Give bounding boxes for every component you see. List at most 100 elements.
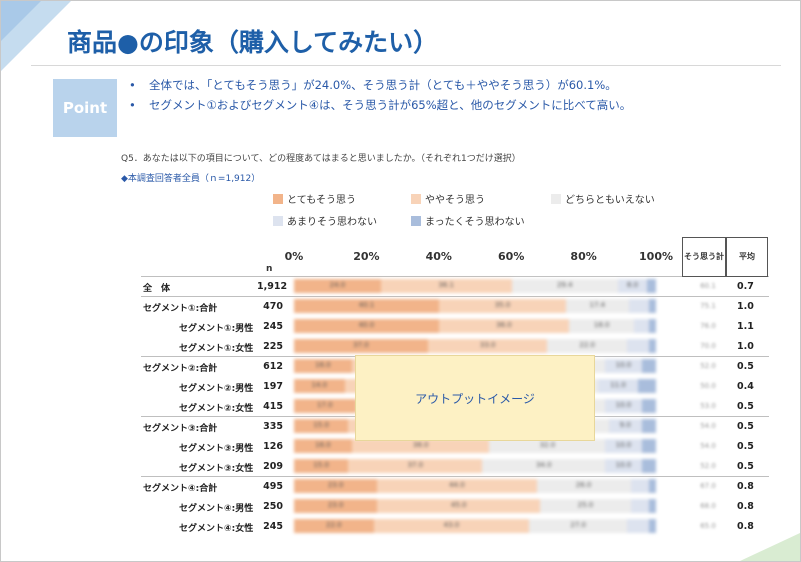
sum-value: 70.0 — [700, 342, 716, 350]
row-label: セグメント③:女性 — [179, 464, 254, 474]
data-label: 34.0 — [535, 461, 552, 469]
avg-value: 0.5 — [737, 361, 754, 372]
legend-swatch — [411, 193, 421, 204]
row-label: セグメント④:合計 — [143, 484, 218, 494]
avg-value: 1.0 — [737, 301, 754, 312]
legend-item: あまりそう思わない — [273, 213, 377, 228]
sum-value: 65.0 — [700, 522, 716, 530]
bar-segment — [294, 439, 352, 453]
row-label: セグメント④:男性 — [179, 504, 254, 514]
group-separator — [141, 276, 769, 277]
corner-decoration-bottom-right — [740, 533, 800, 561]
bar-segment — [605, 359, 642, 373]
x-tick-label: 60% — [498, 250, 525, 263]
data-label: 40.0 — [358, 321, 375, 329]
data-label: 37.0 — [353, 341, 369, 349]
data-label: 27.0 — [570, 521, 586, 529]
legend-swatch — [273, 215, 283, 226]
bar-segment — [294, 459, 349, 473]
bar-segment — [641, 419, 656, 433]
data-label: 37.0 — [407, 461, 424, 469]
row-n: 126 — [263, 441, 283, 452]
bar-segment — [634, 319, 649, 333]
sum-value: 67.0 — [700, 482, 716, 490]
data-label: 15.0 — [313, 461, 329, 469]
data-label: 38.0 — [412, 441, 429, 449]
bar-segment — [294, 519, 374, 533]
data-label: 23.0 — [327, 481, 344, 489]
bar-row: 37.0 33.0 22.0 — [294, 339, 656, 353]
avg-value: 0.7 — [737, 281, 754, 292]
data-label: 16.0 — [315, 441, 331, 449]
legend-label: とてもそう思う — [287, 195, 356, 206]
bar-segment — [627, 519, 649, 533]
data-label: 26.0 — [575, 481, 592, 489]
legend-item: まったくそう思わない — [411, 213, 525, 228]
title-divider — [31, 65, 781, 66]
data-label: 36.0 — [496, 321, 512, 329]
sum-value: 53.0 — [700, 402, 716, 410]
bar-segment — [294, 319, 439, 333]
bullet-mark: • — [129, 98, 136, 112]
legend-label: あまりそう思わない — [287, 217, 377, 228]
corner-decoration-top-left-inner — [1, 1, 41, 41]
data-label: 43.0 — [443, 521, 460, 529]
bar-row: 40.0 36.0 18.0 — [294, 319, 656, 333]
bar-segment — [529, 519, 628, 533]
respondent-base: ◆本調査回答者全員（ｎ=1,912） — [121, 174, 261, 184]
avg-value: 0.5 — [737, 401, 754, 412]
bar-segment — [565, 299, 629, 313]
data-label: 10.0 — [615, 461, 632, 469]
avg-value: 0.8 — [737, 501, 754, 512]
data-label: 22.0 — [579, 341, 596, 349]
data-label: 9.0 — [619, 421, 631, 429]
avg-value: 0.5 — [737, 421, 754, 432]
bar-segment — [627, 339, 649, 353]
data-label: 23.0 — [327, 501, 344, 509]
bar-segment — [648, 519, 656, 533]
legend-swatch — [273, 193, 283, 204]
question-text: Q5．あなたは以下の項目について、どの程度あてはまると思いましたか。（それぞれ1… — [121, 154, 521, 164]
bar-segment — [630, 479, 649, 493]
bar-segment — [380, 279, 512, 293]
key-point-text: 全体では、「とてもそう思う」が24.0%、そう思う計（とても＋ややそう思う）が6… — [149, 78, 617, 92]
bar-segment — [605, 439, 642, 453]
row-n: 250 — [263, 501, 283, 512]
bar-segment — [377, 479, 537, 493]
x-tick-label: 20% — [353, 250, 380, 263]
bar-segment — [630, 499, 649, 513]
data-label: 25.0 — [577, 501, 594, 509]
data-label: 14.0 — [311, 381, 328, 389]
bar-segment — [294, 499, 378, 513]
row-n: 612 — [263, 361, 283, 372]
sum-value: 52.0 — [700, 362, 716, 370]
bar-segment — [641, 359, 656, 373]
x-tick-label: 80% — [570, 250, 597, 263]
bar-segment — [648, 499, 656, 513]
legend-item: とてもそう思う — [273, 191, 356, 206]
sum-value: 60.1 — [700, 282, 716, 290]
row-n: 209 — [263, 461, 283, 472]
bar-segment — [569, 319, 635, 333]
row-n: 245 — [263, 521, 283, 532]
row-n: 470 — [263, 301, 283, 312]
bar-segment — [617, 279, 647, 293]
x-tick-label: 100% — [639, 250, 673, 263]
key-point-1: • 全体では、「とてもそう思う」が24.0%、そう思う計（とても＋ややそう思う）… — [129, 75, 631, 95]
row-label: セグメント②:合計 — [143, 364, 218, 374]
bar-row: 24.0 36.1 29.4 8.0 — [294, 279, 656, 293]
bar-segment — [294, 279, 381, 293]
key-point-2: • セグメント①およびセグメント④は、そう思う計が65%超と、他のセグメントに比… — [129, 95, 631, 115]
sum-value: 54.0 — [700, 442, 716, 450]
sum-value: 50.0 — [700, 382, 716, 390]
bar-segment — [646, 279, 656, 293]
n-column-header: n — [266, 264, 273, 274]
row-n: 335 — [263, 421, 283, 432]
bullet-mark: • — [129, 78, 136, 92]
data-label: 33.0 — [479, 341, 496, 349]
avg-value: 1.1 — [737, 321, 754, 332]
row-n: 1,912 — [257, 281, 288, 292]
row-label: セグメント③:合計 — [143, 424, 218, 434]
row-label: セグメント①:女性 — [179, 344, 254, 354]
bar-segment — [294, 339, 428, 353]
